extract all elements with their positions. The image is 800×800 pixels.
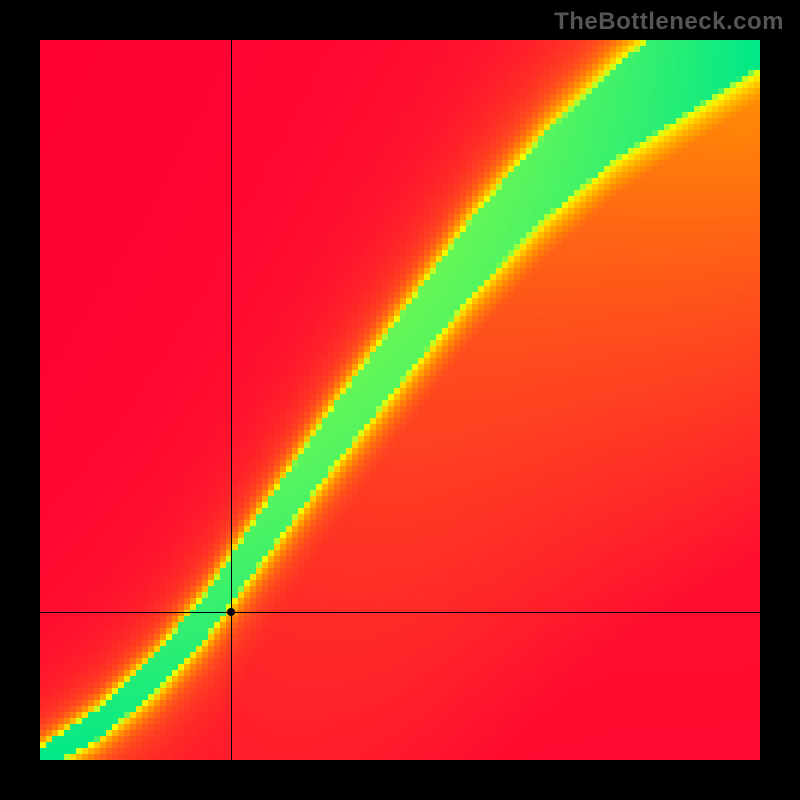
heatmap-plot	[40, 40, 760, 760]
crosshair-vertical	[231, 40, 232, 760]
crosshair-horizontal	[40, 612, 760, 613]
figure-root: TheBottleneck.com	[0, 0, 800, 800]
watermark-text: TheBottleneck.com	[554, 8, 784, 36]
heatmap-canvas	[40, 40, 760, 760]
crosshair-marker-dot	[227, 608, 235, 616]
